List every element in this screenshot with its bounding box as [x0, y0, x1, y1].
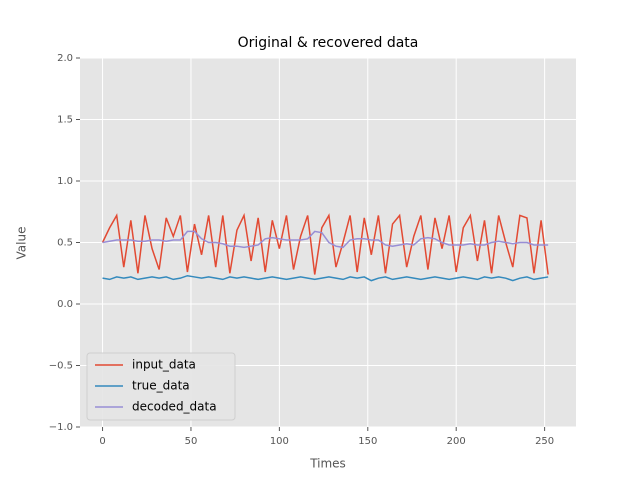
x-tick-label: 150: [358, 436, 377, 447]
legend-label: input_data: [132, 358, 196, 372]
series-line: [102, 274, 549, 282]
x-axis-label: Times: [309, 457, 346, 471]
x-tick-label: 50: [185, 436, 198, 447]
y-tick-label: −1.0: [49, 422, 73, 433]
series-line: [101, 212, 549, 275]
legend-label: true_data: [132, 379, 190, 393]
x-tick-label: 100: [270, 436, 289, 447]
y-tick-label: 0.0: [57, 299, 73, 310]
y-tick-label: −0.5: [49, 361, 73, 372]
x-tick-label: 250: [535, 436, 554, 447]
legend: input_data true_data decoded_data: [86, 352, 236, 421]
legend-label: decoded_data: [132, 400, 217, 414]
y-tick-label: 0.5: [57, 238, 73, 249]
y-tick-label: 1.0: [57, 176, 73, 187]
x-tick-label: 200: [447, 436, 466, 447]
lines: [101, 212, 549, 282]
y-axis-label: Value: [15, 227, 29, 260]
y-tick-label: 1.5: [57, 115, 73, 126]
legend-box: [86, 352, 236, 421]
series-line: [102, 230, 549, 249]
chart-title: Original & recovered data: [238, 35, 419, 51]
x-tick-label: 0: [99, 436, 105, 447]
y-tick-label: 2.0: [57, 53, 73, 64]
